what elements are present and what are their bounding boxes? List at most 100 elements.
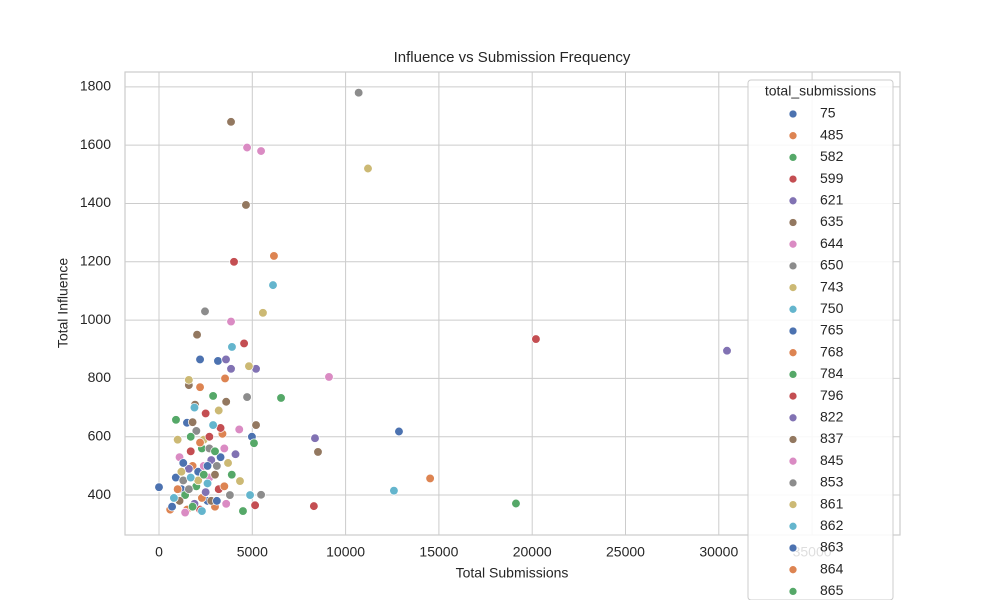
legend-marker [788, 153, 798, 162]
scatter-point [241, 200, 251, 210]
scatter-point [210, 469, 220, 480]
scatter-point [309, 501, 319, 511]
y-tick-label: 1400 [80, 194, 111, 210]
legend-label: 863 [820, 539, 844, 555]
legend-marker [788, 196, 798, 206]
legend-marker [788, 456, 798, 466]
legend: total_submissions 75 485 582 599 621 635 644 650… [747, 79, 894, 600]
legend-label: 768 [820, 343, 844, 359]
legend-marker [788, 283, 798, 292]
scatter-point [212, 496, 222, 506]
legend-marker [788, 478, 798, 488]
legend-marker [788, 500, 798, 509]
legend-marker [788, 435, 798, 444]
scatter-point [235, 476, 245, 486]
plot-frame [124, 71, 901, 536]
x-tick-label: 5000 [237, 544, 268, 560]
scatter-point [256, 490, 266, 500]
scatter-point [197, 506, 207, 516]
scatter-point [208, 391, 218, 401]
legend-marker [788, 370, 798, 379]
scatter-point [242, 392, 252, 402]
legend-marker [788, 174, 798, 184]
scatter-point [187, 417, 198, 427]
legend-label: 784 [820, 365, 844, 381]
scatter-point [363, 163, 373, 174]
legend-label: 644 [820, 235, 844, 251]
x-tick-label: 15000 [419, 544, 458, 560]
scatter-point [184, 484, 194, 494]
x-tick-label: 10000 [326, 544, 365, 560]
scatter-point [176, 467, 187, 477]
scatter-point [186, 432, 196, 442]
scatter-point [221, 397, 231, 407]
scatter-point [722, 346, 732, 356]
scatter-point [202, 478, 213, 489]
scatter-point [313, 447, 323, 457]
scatter-point [186, 472, 196, 483]
y-tick-label: 800 [88, 369, 112, 385]
scatter-point [204, 432, 215, 442]
legend-marker [788, 348, 798, 358]
scatter-point [173, 435, 183, 445]
scatter-point [219, 443, 229, 454]
legend-label: 750 [820, 300, 844, 316]
scatter-point [425, 473, 435, 484]
scatter-point [256, 146, 266, 156]
scatter-point [213, 356, 223, 366]
chart-title: Influence vs Submission Frequency [394, 49, 631, 66]
legend-marker [788, 391, 798, 401]
scatter-point [173, 484, 183, 494]
scatter-point [234, 424, 244, 435]
scatter-point [227, 469, 237, 480]
y-tick-label: 400 [88, 486, 112, 502]
scatter-point [268, 280, 278, 290]
legend-label: 837 [820, 430, 844, 446]
scatter-point [389, 486, 399, 496]
scatter-point [225, 490, 235, 500]
scatter-point [215, 452, 226, 462]
scatter-point [244, 361, 254, 371]
legend-label: 865 [820, 582, 844, 598]
scatter-point [208, 420, 218, 430]
scatter-point [310, 433, 320, 443]
legend-marker [788, 565, 798, 575]
scatter-point [230, 449, 241, 459]
scatter-point [195, 437, 205, 448]
scatter-point [171, 415, 181, 425]
legend-label: 796 [820, 387, 844, 403]
scatter-point [169, 493, 179, 503]
scatter-point [229, 257, 239, 267]
legend-label: 861 [820, 495, 844, 511]
scatter-point [269, 251, 279, 261]
scatter-point [200, 408, 211, 419]
scatter-point [242, 142, 252, 153]
legend-label: 599 [820, 170, 844, 186]
scatter-point [167, 502, 177, 512]
scatter-point [200, 306, 210, 317]
y-axis-label: Total Influence [55, 258, 71, 348]
scatter-point [189, 402, 200, 413]
scatter-point [276, 393, 286, 403]
y-tick-label: 1000 [80, 311, 111, 327]
scatter-point [250, 500, 260, 510]
scatter-point [180, 507, 190, 518]
legend-label: 864 [820, 560, 844, 576]
legend-label: 743 [820, 278, 844, 294]
legend-marker [788, 131, 798, 141]
scatter-point [354, 88, 364, 98]
legend-title: total_submissions [765, 83, 876, 99]
scatter-point [202, 461, 213, 471]
scatter-point [178, 458, 188, 468]
legend-label: 845 [820, 452, 844, 468]
x-tick-label: 0 [155, 544, 163, 560]
x-tick-label: 30000 [699, 544, 738, 560]
scatter-point [221, 354, 231, 365]
scatter-point [187, 502, 198, 512]
legend-label: 75 [820, 105, 836, 121]
legend-box [747, 79, 894, 600]
scatter-point [195, 382, 205, 392]
scatter-point [219, 481, 229, 491]
legend-label: 485 [820, 126, 844, 142]
